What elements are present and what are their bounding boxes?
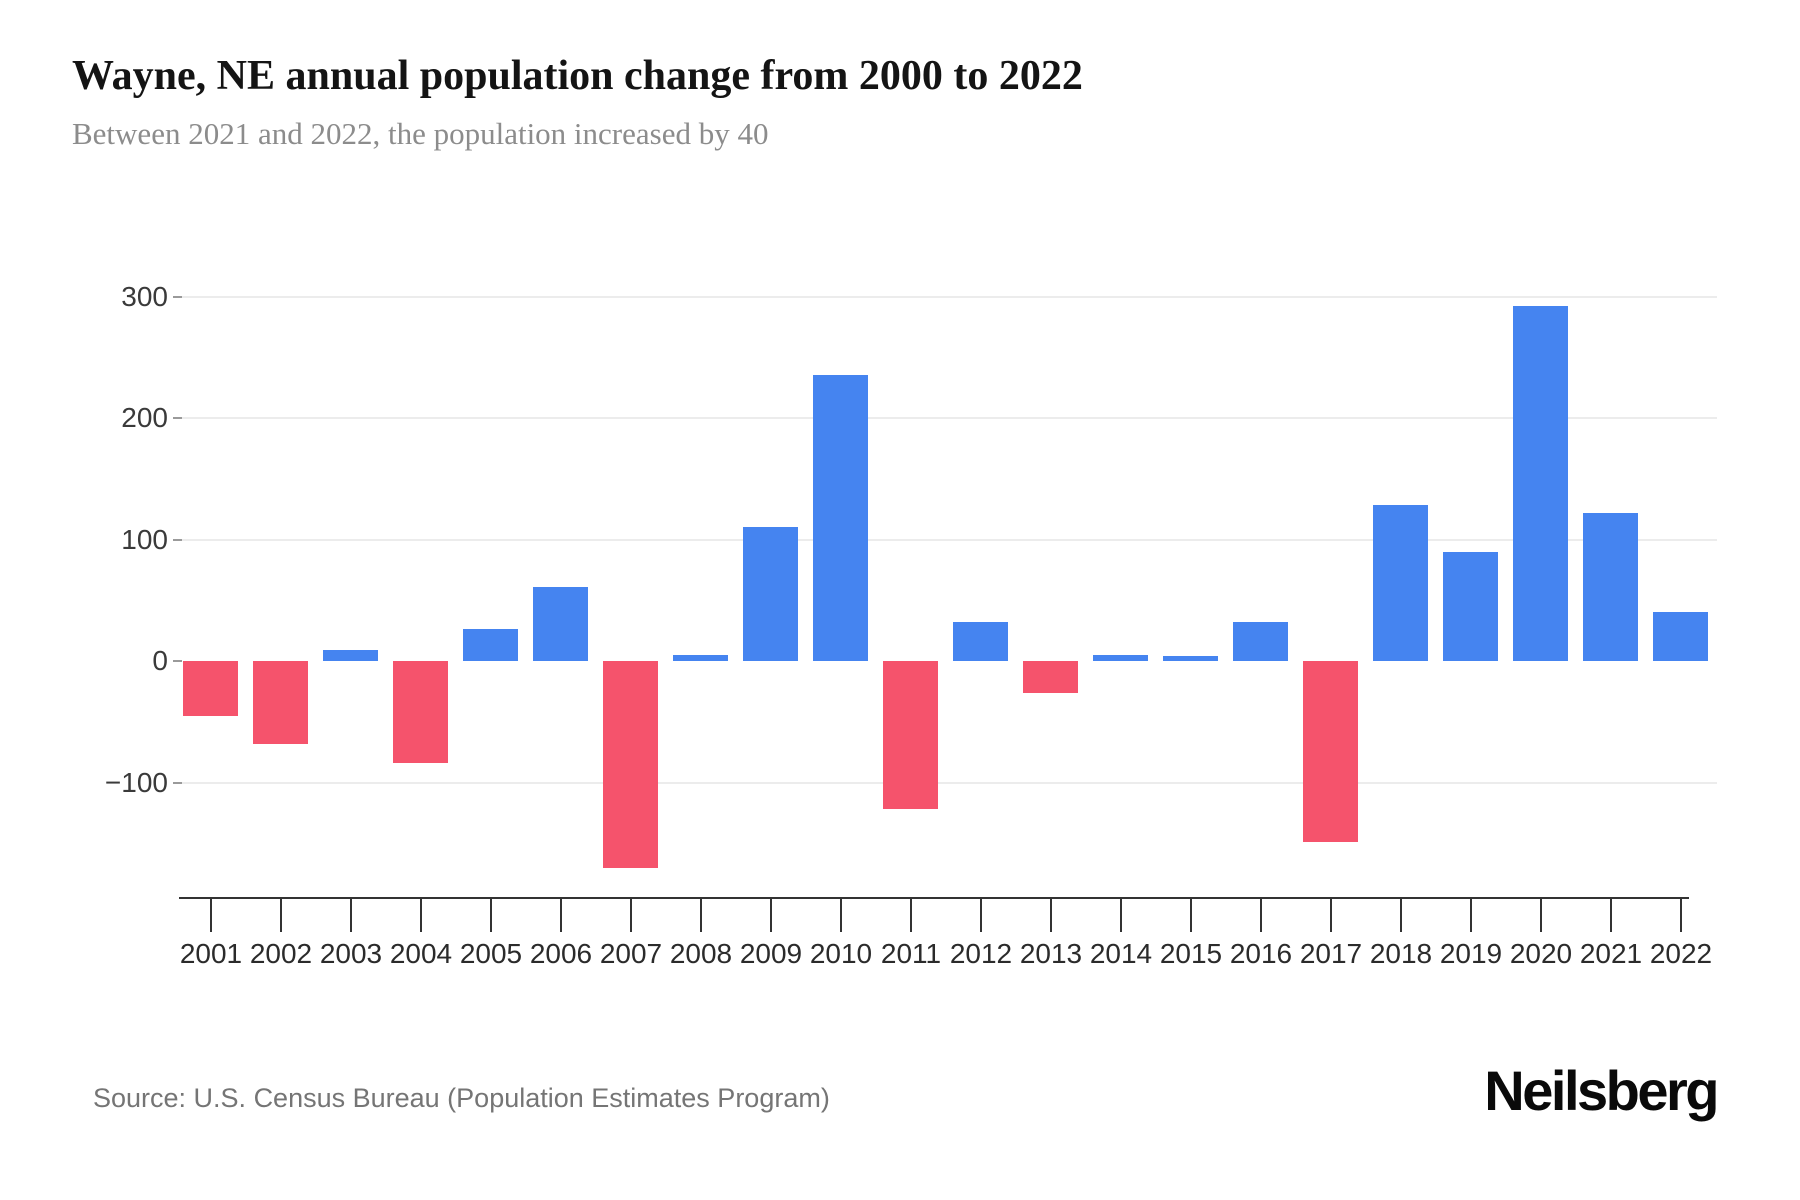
y-axis-label: 0 <box>152 645 168 676</box>
x-axis-label: 2013 <box>1019 938 1083 969</box>
x-axis-label: 2022 <box>1649 938 1713 969</box>
bar-2011 <box>883 661 938 809</box>
x-axis-tick <box>210 898 212 932</box>
x-axis-tick <box>1330 898 1332 932</box>
bar-2004 <box>393 661 448 763</box>
x-axis-label: 2019 <box>1439 938 1503 969</box>
x-axis-label: 2001 <box>179 938 243 969</box>
bar-2002 <box>253 661 308 744</box>
x-axis-label: 2012 <box>949 938 1013 969</box>
x-axis-tick <box>280 898 282 932</box>
gridline-300 <box>182 296 1717 298</box>
bar-2015 <box>1163 656 1218 661</box>
bar-2007 <box>603 661 658 868</box>
bar-2009 <box>743 527 798 661</box>
x-axis-label: 2009 <box>739 938 803 969</box>
y-axis-tick <box>173 296 182 298</box>
bar-2017 <box>1303 661 1358 842</box>
x-axis-label: 2003 <box>319 938 383 969</box>
x-axis-label: 2002 <box>249 938 313 969</box>
x-axis-tick <box>1190 898 1192 932</box>
x-axis-label: 2021 <box>1579 938 1643 969</box>
x-axis-label: 2018 <box>1369 938 1433 969</box>
gridline--100 <box>182 782 1717 784</box>
bar-2013 <box>1023 661 1078 693</box>
bar-2021 <box>1583 513 1638 661</box>
x-axis-tick <box>1470 898 1472 932</box>
bar-2020 <box>1513 306 1568 661</box>
x-axis-label: 2020 <box>1509 938 1573 969</box>
x-axis-label: 2017 <box>1299 938 1363 969</box>
y-axis-tick <box>173 417 182 419</box>
x-axis-label: 2014 <box>1089 938 1153 969</box>
x-axis-tick <box>1680 898 1682 932</box>
x-axis-tick <box>490 898 492 932</box>
bar-2012 <box>953 622 1008 661</box>
y-axis-tick <box>173 660 182 662</box>
source-note: Source: U.S. Census Bureau (Population E… <box>93 1083 830 1113</box>
x-axis-tick <box>1260 898 1262 932</box>
x-axis-tick <box>420 898 422 932</box>
x-axis-tick <box>1540 898 1542 932</box>
x-axis-tick <box>1400 898 1402 932</box>
x-axis-tick <box>630 898 632 932</box>
bar-2014 <box>1093 655 1148 661</box>
bar-2019 <box>1443 552 1498 661</box>
x-axis-tick <box>980 898 982 932</box>
gridline-200 <box>182 417 1717 419</box>
gridline-100 <box>182 539 1717 541</box>
x-axis-label: 2010 <box>809 938 873 969</box>
x-axis-label: 2011 <box>880 938 942 969</box>
bar-2016 <box>1233 622 1288 661</box>
x-axis-tick <box>910 898 912 932</box>
x-axis-tick <box>770 898 772 932</box>
x-axis-tick <box>1610 898 1612 932</box>
bar-2010 <box>813 375 868 661</box>
x-axis-tick <box>700 898 702 932</box>
y-axis-tick <box>173 782 182 784</box>
x-axis-label: 2016 <box>1229 938 1293 969</box>
bar-2006 <box>533 587 588 661</box>
x-axis-line <box>179 897 1689 899</box>
y-axis-label: 200 <box>121 402 168 433</box>
bar-2018 <box>1373 505 1428 661</box>
x-axis-label: 2008 <box>669 938 733 969</box>
y-axis-tick <box>173 539 182 541</box>
bar-2001 <box>183 661 238 716</box>
x-axis-label: 2015 <box>1159 938 1223 969</box>
bar-2005 <box>463 629 518 661</box>
x-axis-tick <box>560 898 562 932</box>
chart-subtitle: Between 2021 and 2022, the population in… <box>72 116 769 151</box>
x-axis-tick <box>840 898 842 932</box>
x-axis-tick <box>1120 898 1122 932</box>
y-axis-label: 300 <box>121 281 168 312</box>
x-axis-label: 2006 <box>529 938 593 969</box>
x-axis-label: 2005 <box>459 938 523 969</box>
y-axis-label: −100 <box>104 767 168 798</box>
x-axis-label: 2007 <box>599 938 663 969</box>
y-axis-label: 100 <box>121 524 168 555</box>
x-axis-tick <box>1050 898 1052 932</box>
brand-logo: Neilsberg <box>1484 1059 1719 1122</box>
x-axis-tick <box>350 898 352 932</box>
x-axis-label: 2004 <box>389 938 453 969</box>
bar-2008 <box>673 655 728 661</box>
bar-2003 <box>323 650 378 661</box>
bar-2022 <box>1653 612 1708 661</box>
chart-title: Wayne, NE annual population change from … <box>72 53 1083 99</box>
